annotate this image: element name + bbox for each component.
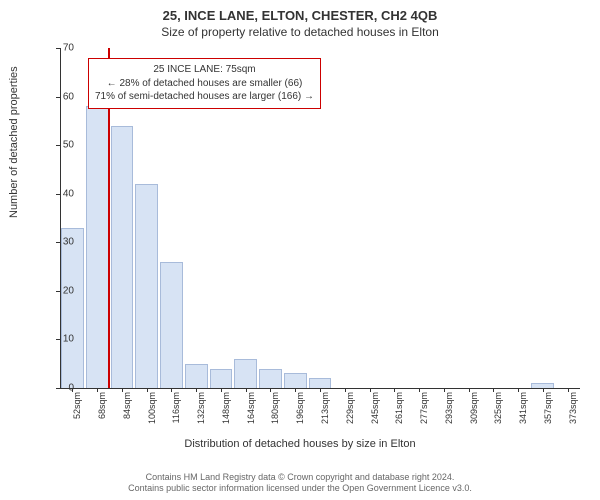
x-tick-label: 229sqm (345, 392, 355, 434)
info-box: 25 INCE LANE: 75sqm ← 28% of detached ho… (88, 58, 321, 109)
chart-footer: Contains HM Land Registry data © Crown c… (0, 472, 600, 495)
y-tick-mark (56, 145, 60, 146)
x-tick-label: 373sqm (568, 392, 578, 434)
x-tick-label: 196sqm (295, 392, 305, 434)
x-tick-label: 84sqm (122, 392, 132, 434)
x-tick-label: 116sqm (171, 392, 181, 434)
histogram-bar (185, 364, 208, 388)
x-tick-label: 341sqm (518, 392, 528, 434)
x-tick-label: 325sqm (493, 392, 503, 434)
footer-line2: Contains public sector information licen… (0, 483, 600, 494)
histogram-bar (86, 106, 109, 388)
y-axis-label: Number of detached properties (8, 66, 20, 218)
histogram-bar (61, 228, 84, 388)
x-tick-label: 245sqm (370, 392, 380, 434)
y-tick-mark (56, 291, 60, 292)
x-tick-label: 148sqm (221, 392, 231, 434)
histogram-bar (111, 126, 134, 388)
histogram-bar (309, 378, 332, 388)
x-tick-label: 68sqm (97, 392, 107, 434)
y-tick-mark (56, 194, 60, 195)
property-size-chart: 25, INCE LANE, ELTON, CHESTER, CH2 4QB S… (0, 0, 600, 500)
info-box-line3: 71% of semi-detached houses are larger (… (95, 90, 314, 104)
y-tick-mark (56, 97, 60, 98)
y-tick-mark (56, 242, 60, 243)
histogram-bar (284, 373, 307, 388)
y-tick-mark (56, 388, 60, 389)
histogram-bar (234, 359, 257, 388)
histogram-bar (259, 369, 282, 388)
histogram-bar (135, 184, 158, 388)
chart-title-main: 25, INCE LANE, ELTON, CHESTER, CH2 4QB (0, 0, 600, 23)
x-tick-label: 132sqm (196, 392, 206, 434)
x-tick-label: 277sqm (419, 392, 429, 434)
y-tick-mark (56, 339, 60, 340)
histogram-bar (210, 369, 233, 388)
footer-line1: Contains HM Land Registry data © Crown c… (0, 472, 600, 483)
x-tick-label: 261sqm (394, 392, 404, 434)
info-box-line1: 25 INCE LANE: 75sqm (95, 63, 314, 77)
x-tick-label: 180sqm (270, 392, 280, 434)
chart-title-sub: Size of property relative to detached ho… (0, 23, 600, 39)
x-tick-label: 100sqm (147, 392, 157, 434)
x-tick-label: 164sqm (246, 392, 256, 434)
x-axis-label: Distribution of detached houses by size … (0, 438, 600, 450)
x-tick-label: 52sqm (72, 392, 82, 434)
histogram-bar (160, 262, 183, 388)
x-tick-label: 293sqm (444, 392, 454, 434)
info-box-line2: ← 28% of detached houses are smaller (66… (95, 77, 314, 91)
y-tick-mark (56, 48, 60, 49)
x-tick-label: 309sqm (469, 392, 479, 434)
x-tick-label: 213sqm (320, 392, 330, 434)
x-tick-label: 357sqm (543, 392, 553, 434)
